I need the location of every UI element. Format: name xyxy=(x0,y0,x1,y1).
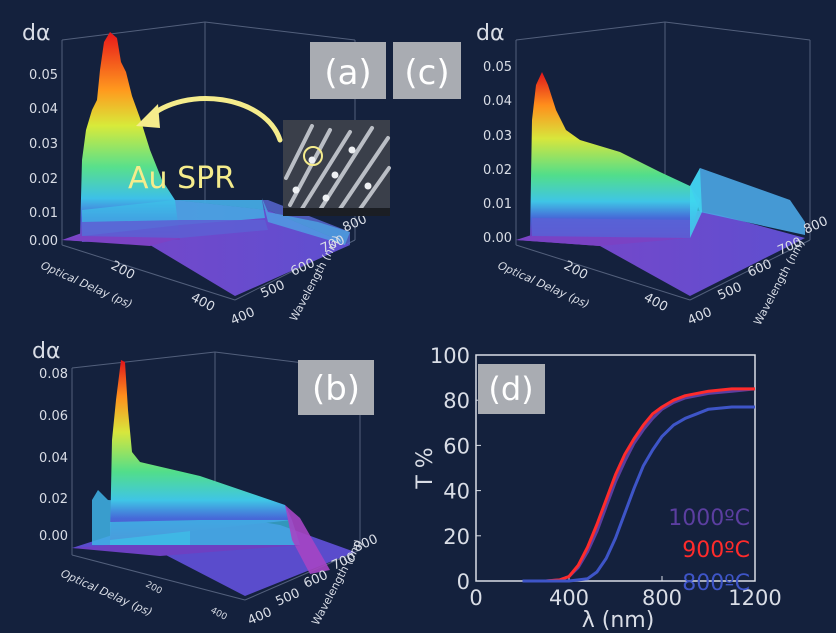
panel-c-z-tick: 0.05 xyxy=(483,60,512,75)
panel-d-series xyxy=(522,387,756,583)
panel-a-tag-box: (a) xyxy=(310,42,386,99)
panel-d-x-tick-label: 1200 xyxy=(728,586,781,610)
panel-c-z-label: dα xyxy=(476,21,504,46)
panel-b-surface xyxy=(72,360,355,596)
panel-b-z-tick: 0.00 xyxy=(39,529,68,544)
panel-c-tag-box: (c) xyxy=(393,42,461,99)
annotation-au-spr: Au SPR xyxy=(128,161,235,196)
sem-inset-image xyxy=(283,120,391,216)
panel-d-frame xyxy=(475,354,756,582)
panel-d-x-label: λ (nm) xyxy=(582,608,655,633)
panel-b-z-tick: 0.04 xyxy=(39,451,68,466)
panel-c-z-tick: 0.00 xyxy=(483,231,512,246)
panel-d-y-tick-label: 60 xyxy=(443,434,470,458)
panel-b-tag-box: (b) xyxy=(298,360,374,415)
panel-c-surface xyxy=(516,72,805,296)
panel-a-z-tick: 0.00 xyxy=(29,234,58,249)
panel-d-x-tick-label: 400 xyxy=(549,586,589,610)
panel-a-z-tick: 0.03 xyxy=(29,137,58,152)
panel-d-y-tick-label: 20 xyxy=(443,525,470,549)
panel-d-x-tick-label: 800 xyxy=(642,586,682,610)
panel-b-z-ticks: 0.08 0.06 0.04 0.02 0.00 xyxy=(39,367,68,544)
panel-c-box xyxy=(515,21,811,301)
panel-d-y-tick-label: 40 xyxy=(443,480,470,504)
panel-a-z-tick: 0.02 xyxy=(29,172,58,187)
panel-b-z-tick: 0.02 xyxy=(39,492,68,507)
panel-d-x-tick-label: 0 xyxy=(469,586,482,610)
panel-b-z-tick: 0.06 xyxy=(39,409,68,424)
panel-c-z-ticks: 0.05 0.04 0.03 0.02 0.01 0.00 xyxy=(483,60,512,246)
panel-c-z-tick: 0.03 xyxy=(483,129,512,144)
panel-b-z-tick: 0.08 xyxy=(39,367,68,382)
annotation-arrowhead xyxy=(136,104,160,128)
panel-d-y-label: T % xyxy=(413,447,438,489)
panel-d-y-tick-label: 80 xyxy=(443,389,470,413)
panel-d-y-ticks: 0 20 40 60 80 100 xyxy=(430,344,481,594)
panel-d-legend: 1000ºC 900ºC 800ºC xyxy=(668,506,750,596)
panel-a-z-tick: 0.04 xyxy=(29,102,58,117)
series-line-3 xyxy=(522,405,755,583)
panel-a-z-label: dα xyxy=(22,21,50,46)
panel-c-tag: (c) xyxy=(404,53,449,93)
panel-a-z-tick: 0.05 xyxy=(29,68,58,83)
panel-b: dα 0.08 0.06 0.04 0.02 0.00 200 400 Opti… xyxy=(32,339,380,629)
panel-d-tag-box: (d) xyxy=(478,364,545,414)
series-line-2 xyxy=(522,387,755,583)
panel-c-z-tick: 0.04 xyxy=(483,94,512,109)
legend-entry-1000: 1000ºC xyxy=(668,506,750,531)
annotation-arrow xyxy=(145,96,283,143)
panel-b-tag: (b) xyxy=(312,369,360,409)
panel-a-z-ticks: 0.05 0.04 0.03 0.02 0.01 0.00 xyxy=(29,68,58,249)
panel-c-z-tick: 0.02 xyxy=(483,163,512,178)
panel-d-tag: (d) xyxy=(488,370,533,408)
panel-c-z-tick: 0.01 xyxy=(483,197,512,212)
panel-d-chart: 0 20 40 60 80 100 0 400 800 1200 T % λ (nm) 1000… xyxy=(413,344,782,633)
panel-a-tag: (a) xyxy=(324,53,371,93)
panel-d-y-tick-label: 0 xyxy=(457,570,470,594)
legend-entry-900: 900ºC xyxy=(682,538,750,563)
panel-d-y-tick-label: 100 xyxy=(430,344,470,368)
panel-a-surface xyxy=(62,32,350,296)
panel-b-z-label: dα xyxy=(32,339,60,364)
panel-a-z-tick: 0.01 xyxy=(29,206,58,221)
panel-d-x-ticks: 0 400 800 1200 xyxy=(469,576,782,610)
legend-entry-800: 800ºC xyxy=(682,571,750,596)
